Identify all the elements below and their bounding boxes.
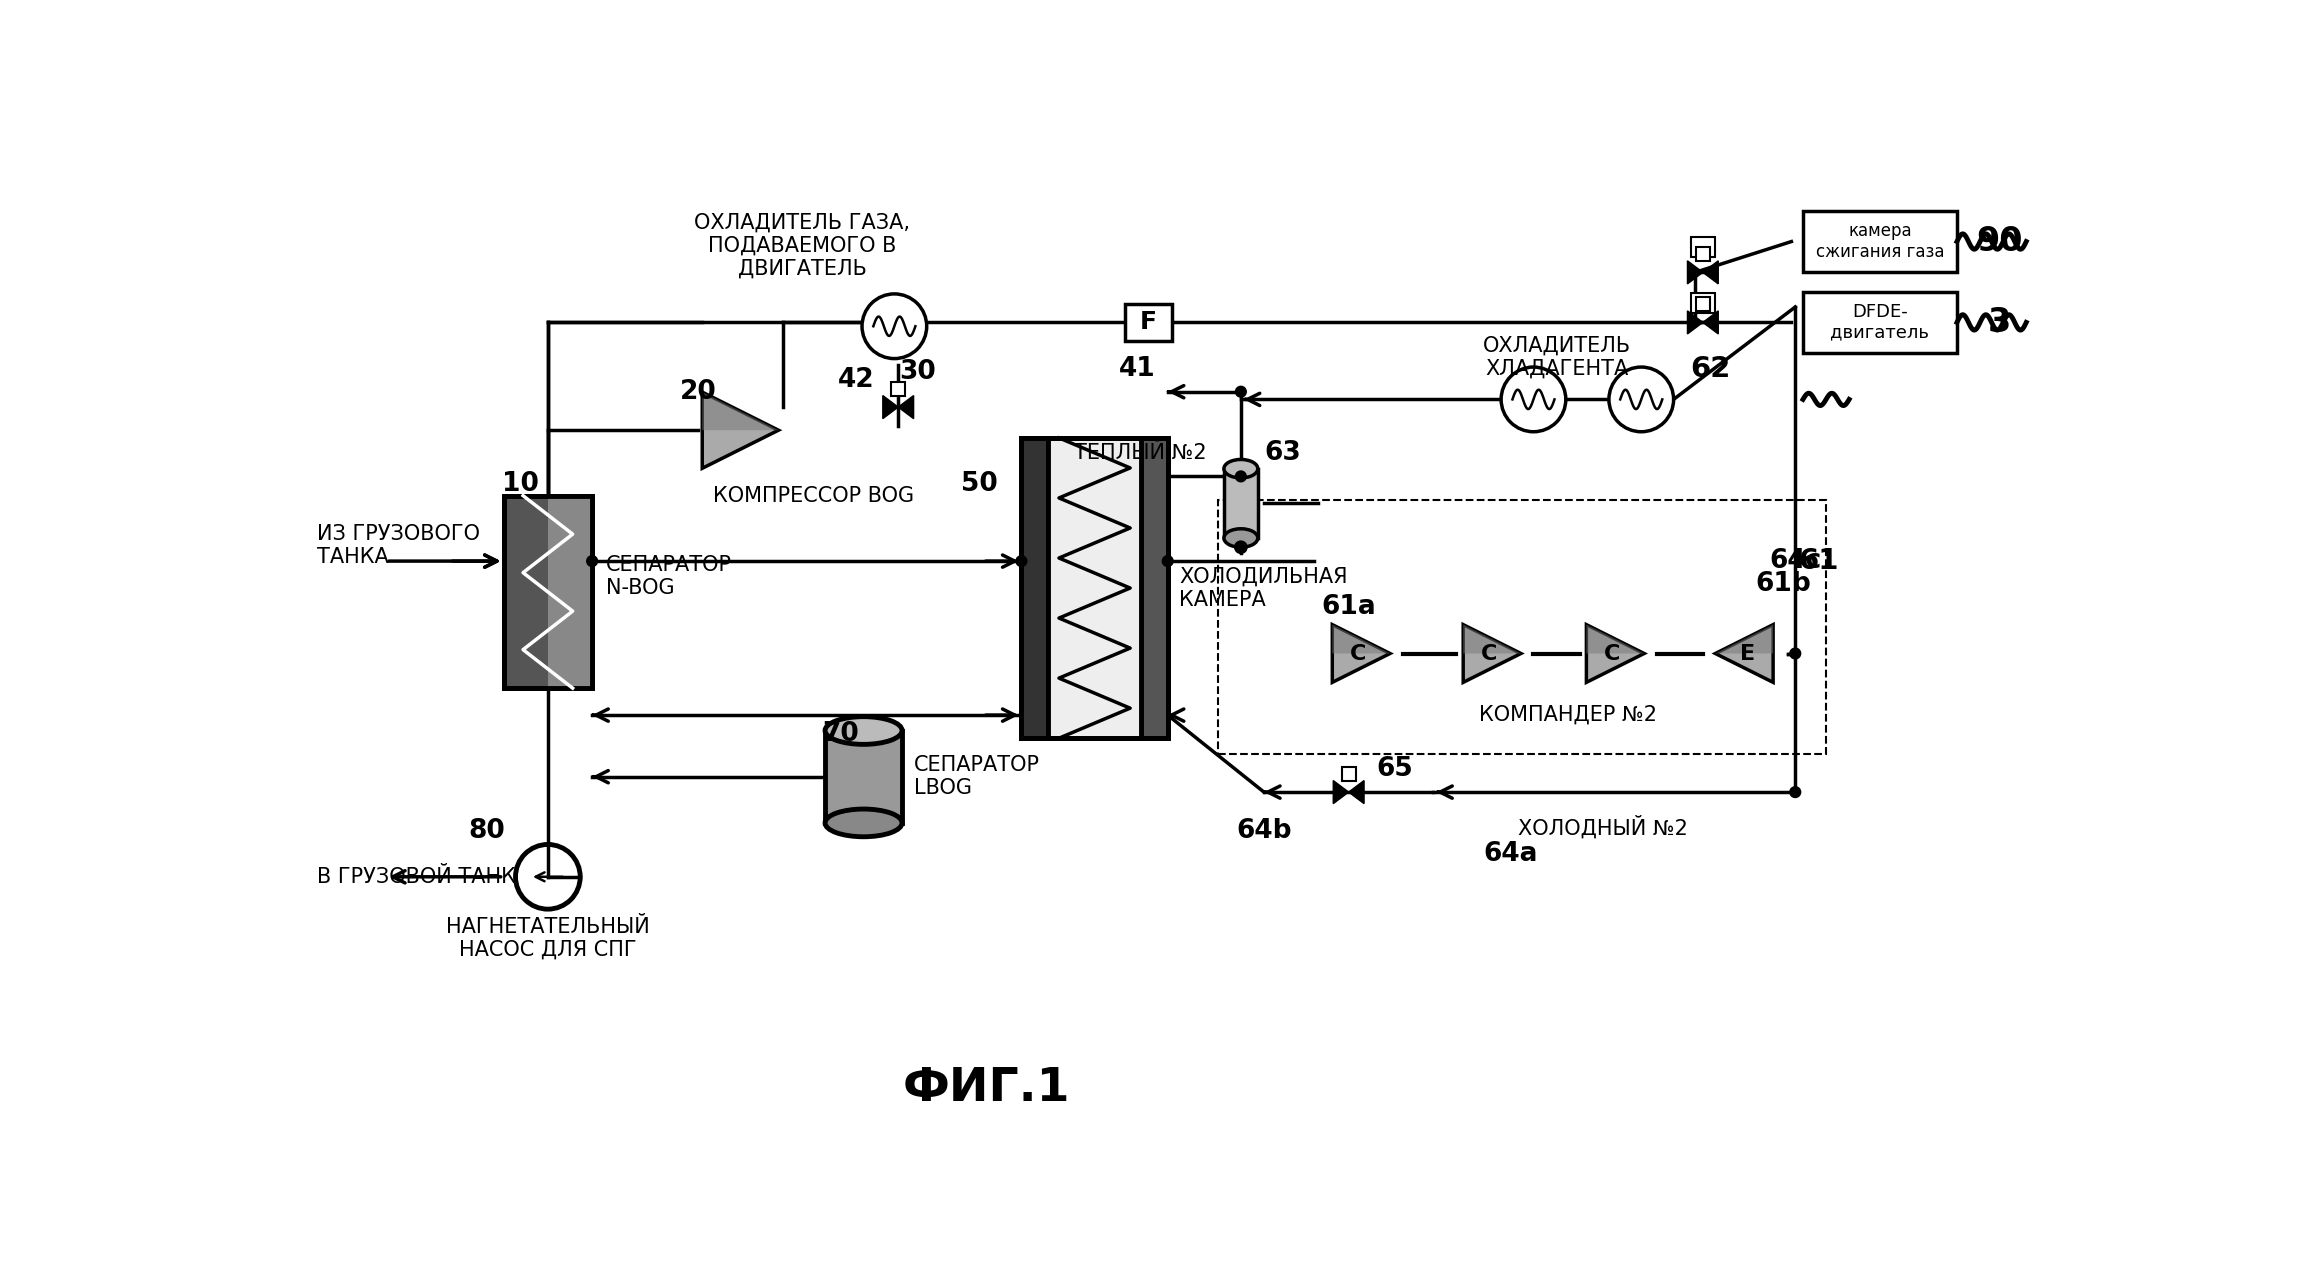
Circle shape: [1016, 556, 1028, 566]
Polygon shape: [1463, 625, 1521, 654]
Text: 20: 20: [680, 379, 717, 404]
Polygon shape: [1716, 625, 1774, 654]
Ellipse shape: [825, 810, 903, 836]
Circle shape: [1608, 367, 1673, 432]
Ellipse shape: [1223, 459, 1258, 478]
Text: 64a: 64a: [1484, 840, 1537, 867]
Text: 61a: 61a: [1320, 594, 1375, 621]
Text: В ГРУЗОВОЙ ТАНК: В ГРУЗОВОЙ ТАНК: [318, 867, 516, 887]
Text: C: C: [1604, 644, 1620, 663]
Text: 10: 10: [502, 470, 539, 497]
Circle shape: [1790, 787, 1802, 797]
Bar: [505, 496, 592, 688]
Text: ХОЛОДИЛЬНАЯ
КАМЕРА: ХОЛОДИЛЬНАЯ КАМЕРА: [1180, 566, 1348, 609]
Text: СЕПАРАТОР
LBOG: СЕПАРАТОР LBOG: [915, 755, 1039, 798]
Bar: [505, 496, 592, 688]
Text: 64c: 64c: [1769, 548, 1822, 574]
Polygon shape: [1587, 625, 1645, 654]
Text: ФИГ.1: ФИГ.1: [903, 1066, 1071, 1111]
Text: 80: 80: [468, 817, 505, 844]
Circle shape: [862, 295, 926, 358]
Polygon shape: [1332, 625, 1389, 682]
Polygon shape: [703, 393, 779, 430]
Bar: [1021, 437, 1168, 738]
Text: КОМПАНДЕР №2: КОМПАНДЕР №2: [1479, 705, 1657, 725]
Bar: [1021, 437, 1048, 738]
Bar: [1691, 237, 1714, 258]
Text: 50: 50: [961, 470, 998, 497]
Bar: [1140, 437, 1168, 738]
Bar: [548, 496, 592, 688]
Text: СЕПАРАТОР
N-BOG: СЕПАРАТОР N-BOG: [606, 555, 733, 598]
Text: 62: 62: [1691, 354, 1730, 382]
Text: C: C: [1350, 644, 1366, 663]
Text: DFDE-
двигатель: DFDE- двигатель: [1829, 303, 1928, 342]
Text: ИЗ ГРУЗОВОГО
ТАНКА: ИЗ ГРУЗОВОГО ТАНКА: [318, 524, 479, 567]
Text: ОХЛАДИТЕЛЬ
ХЛАДАГЕНТА: ОХЛАДИТЕЛЬ ХЛАДАГЕНТА: [1481, 335, 1631, 379]
Text: 64b: 64b: [1237, 817, 1293, 844]
Polygon shape: [1716, 625, 1774, 682]
Polygon shape: [1463, 625, 1521, 682]
Circle shape: [588, 556, 597, 566]
Circle shape: [1790, 648, 1802, 659]
Text: F: F: [1140, 310, 1157, 334]
Text: 42: 42: [839, 367, 873, 393]
Text: 70: 70: [823, 722, 859, 747]
Bar: [1124, 303, 1173, 340]
Circle shape: [1235, 470, 1246, 482]
Ellipse shape: [1223, 529, 1258, 547]
Polygon shape: [1587, 625, 1645, 682]
Text: E: E: [1740, 644, 1756, 663]
Polygon shape: [1687, 261, 1719, 284]
Bar: [1696, 297, 1710, 311]
Text: 41: 41: [1117, 356, 1154, 381]
Text: 65: 65: [1375, 756, 1412, 782]
Text: камера
сжигания газа: камера сжигания газа: [1816, 222, 1945, 261]
Polygon shape: [1332, 625, 1389, 654]
Bar: [1048, 437, 1140, 738]
Circle shape: [1235, 541, 1246, 553]
Circle shape: [1502, 367, 1567, 432]
Bar: [1804, 210, 1956, 273]
Text: 61: 61: [1797, 547, 1839, 575]
Text: 30: 30: [899, 360, 935, 385]
Ellipse shape: [825, 717, 903, 745]
Bar: [1691, 293, 1714, 314]
Bar: [1804, 292, 1956, 353]
Text: НАГНЕТАТЕЛЬНЫЙ
НАСОС ДЛЯ СПГ: НАГНЕТАТЕЛЬНЫЙ НАСОС ДЛЯ СПГ: [447, 917, 650, 960]
Text: ХОЛОДНЫЙ №2: ХОЛОДНЫЙ №2: [1518, 815, 1689, 839]
Text: ОХЛАДИТЕЛЬ ГАЗА,
ПОДАВАЕМОГО В
ДВИГАТЕЛЬ: ОХЛАДИТЕЛЬ ГАЗА, ПОДАВАЕМОГО В ДВИГАТЕЛЬ: [694, 212, 910, 279]
Circle shape: [1161, 556, 1173, 566]
Text: C: C: [1481, 644, 1498, 663]
Polygon shape: [882, 395, 915, 418]
Bar: [1696, 247, 1710, 261]
Circle shape: [1235, 386, 1246, 397]
Bar: [1341, 766, 1355, 780]
Text: 61b: 61b: [1756, 571, 1811, 597]
Polygon shape: [1687, 311, 1719, 334]
Bar: [825, 731, 903, 822]
Text: ТЕПЛЫЙ №2: ТЕПЛЫЙ №2: [1074, 444, 1207, 463]
Bar: [1223, 469, 1258, 538]
Bar: [1219, 500, 1827, 754]
Text: 90: 90: [1977, 226, 2023, 258]
Text: 3: 3: [1988, 306, 2011, 339]
Bar: [892, 381, 905, 395]
Polygon shape: [703, 393, 779, 468]
Text: 63: 63: [1265, 440, 1302, 467]
Text: КОМПРЕССОР BOG: КОМПРЕССОР BOG: [712, 486, 915, 506]
Polygon shape: [1334, 780, 1364, 803]
